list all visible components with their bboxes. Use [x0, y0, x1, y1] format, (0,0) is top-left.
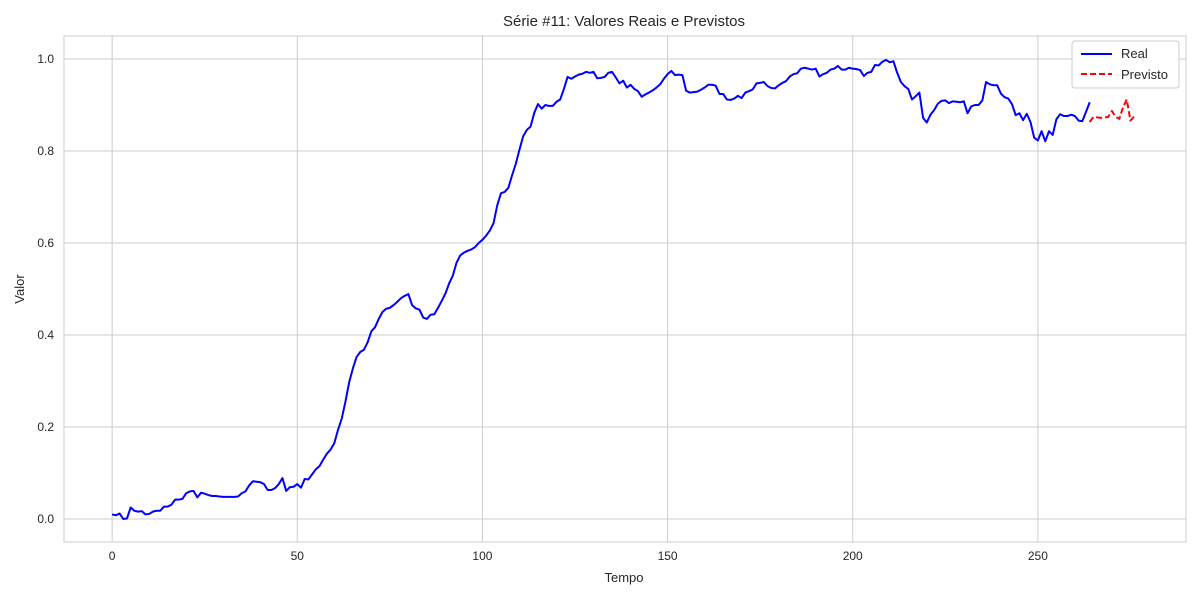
x-tick-label: 150 — [658, 549, 678, 563]
x-tick-label: 50 — [291, 549, 305, 563]
x-tick-label: 100 — [472, 549, 492, 563]
legend-label-previsto: Previsto — [1121, 67, 1168, 82]
series-line-previsto — [1088, 98, 1135, 123]
plot-frame — [63, 35, 1187, 543]
tick-labels: 0 50 100 150 200 250 0.0 0.2 0.4 0.6 0.8 1.0 — [37, 52, 1048, 563]
chart-title: Série #11: Valores Reais e Previstos — [503, 13, 745, 30]
y-tick-label: 0.4 — [37, 328, 54, 342]
plot-area — [63, 35, 1187, 543]
x-tick-label: 200 — [843, 549, 863, 563]
x-tick-label: 0 — [109, 549, 116, 563]
x-tick-label: 250 — [1028, 549, 1048, 563]
y-tick-label: 0.8 — [37, 144, 54, 158]
legend: Real Previsto — [1071, 40, 1180, 89]
y-tick-label: 0.6 — [37, 236, 54, 250]
y-tick-label: 1.0 — [37, 52, 54, 66]
series-line-real — [111, 58, 1091, 520]
legend-box — [1071, 40, 1180, 89]
y-tick-label: 0.2 — [37, 420, 54, 434]
y-tick-label: 0.0 — [37, 512, 54, 526]
legend-label-real: Real — [1121, 46, 1148, 61]
y-axis-label: Valor — [12, 274, 27, 304]
grid — [64, 36, 1186, 542]
x-axis-label: Tempo — [604, 570, 643, 585]
series-layer — [111, 58, 1135, 520]
